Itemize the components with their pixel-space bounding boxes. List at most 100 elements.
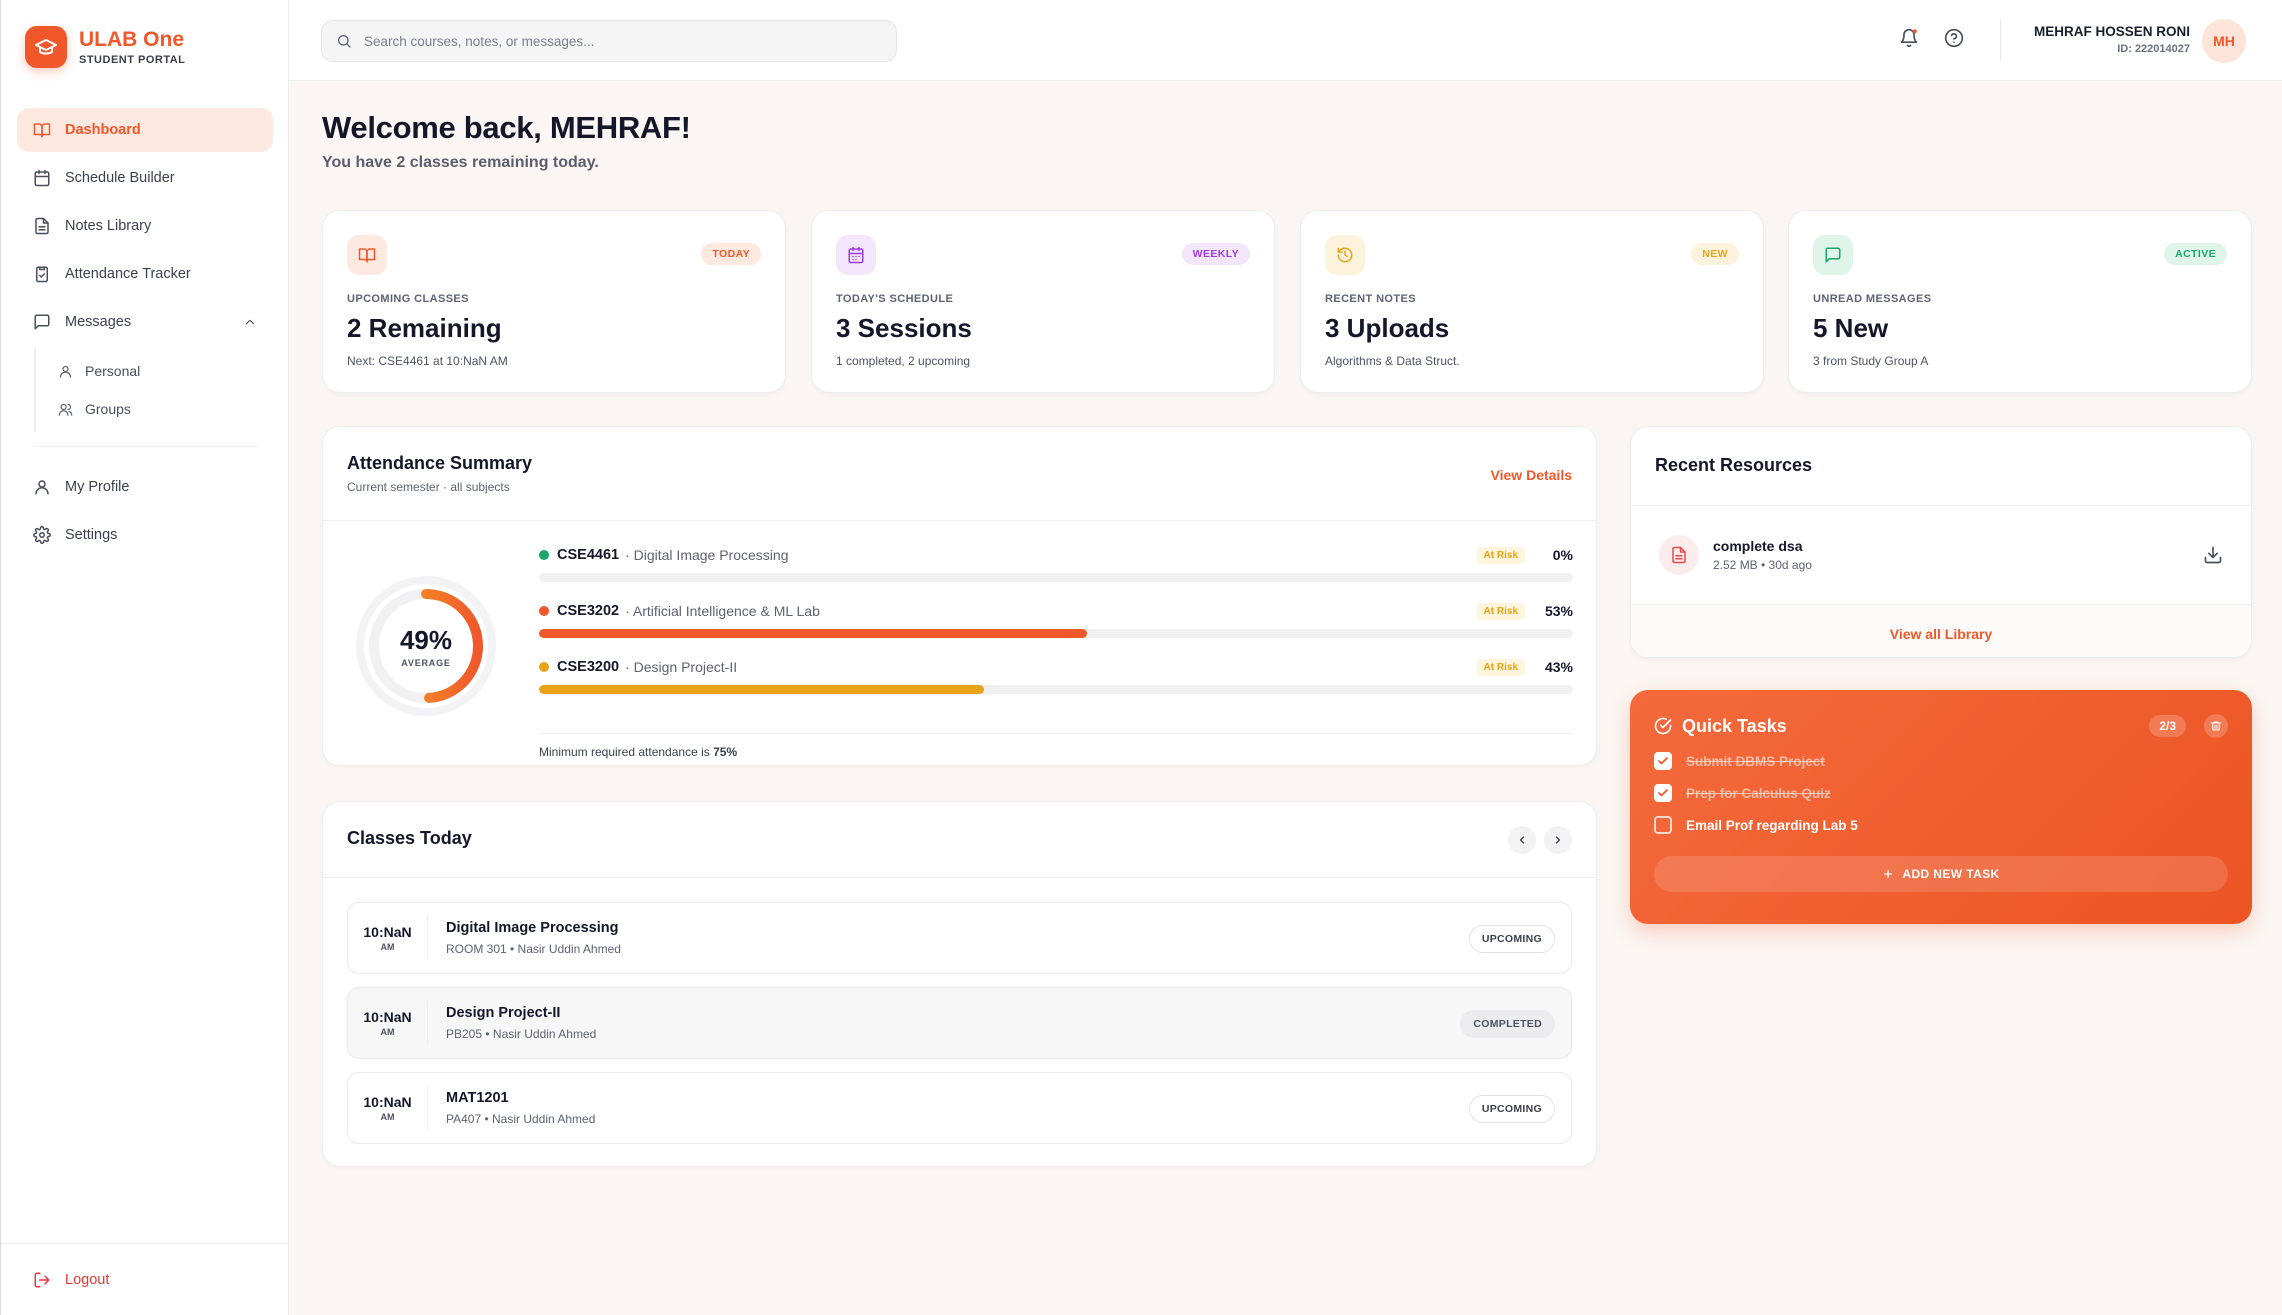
status-badge: TODAY [701,243,761,265]
messages-subnav: Personal Groups [34,348,273,432]
stat-card-recent-notes[interactable]: NEW RECENT NOTES 3 Uploads Algorithms & … [1300,210,1764,393]
subject-row[interactable]: CSE3202 · Artificial Intelligence & ML L… [539,601,1573,657]
book-open-icon [347,235,387,275]
sidebar-item-my-profile[interactable]: My Profile [17,465,273,509]
gear-icon [33,526,51,544]
subject-percent: 53% [1544,603,1573,619]
clipboard-check-icon [33,265,51,283]
brand-subtitle: STUDENT PORTAL [79,53,186,66]
stat-card-unread-messages[interactable]: ACTIVE UNREAD MESSAGES 5 New 3 from Stud… [1788,210,2252,393]
view-all-library-link[interactable]: View all Library [1631,605,2251,657]
sidebar-item-groups[interactable]: Groups [36,390,273,428]
subject-name: · Design Project-II [625,659,738,675]
stat-value: 2 Remaining [347,313,502,343]
class-list: 10:NaN AM Digital Image Processing ROOM 30… [323,878,1596,1144]
stat-sub: 3 from Study Group A [1813,354,1929,368]
stat-label: TODAY'S SCHEDULE [836,293,954,305]
tasks-count-badge: 2/3 [2149,715,2186,737]
sidebar-item-label: Messages [65,314,132,330]
sidebar-item-schedule-builder[interactable]: Schedule Builder [17,156,273,200]
subject-row[interactable]: CSE4461 · Digital Image Processing At Ri… [539,545,1573,601]
task-item[interactable]: Prep for Calculus Quiz [1654,784,2228,802]
main-nav: Dashboard Schedule Builder Notes Library… [17,108,273,561]
attendance-donut: 49% AVERAGE [355,575,497,717]
average-arc [369,589,483,703]
user-info[interactable]: MEHRAF HOSSEN RONI ID: 222014027 [2034,24,2190,55]
file-text-icon [33,217,51,235]
sidebar-item-label: Schedule Builder [65,170,175,186]
sidebar: ULAB One STUDENT PORTAL Dashboard Schedu… [0,0,289,1315]
sidebar-item-dashboard[interactable]: Dashboard [17,108,273,152]
graduation-cap-icon [25,26,67,68]
subject-code: CSE3202 [557,603,620,619]
progress-fill [539,629,1088,638]
sidebar-item-messages[interactable]: Messages [17,300,273,344]
sidebar-item-label: Personal [85,363,141,379]
logout-label: Logout [65,1271,110,1288]
class-name: Digital Image Processing [446,920,619,936]
add-task-button[interactable]: ADD NEW TASK [1654,856,2228,892]
sidebar-item-label: Notes Library [65,218,152,234]
task-checkbox[interactable] [1654,816,1672,834]
search-input[interactable] [364,33,896,49]
class-meta: ROOM 301 • Nasir Uddin Ahmed [446,942,621,956]
class-row[interactable]: 10:NaN AM Design Project-II PB205 • Nasir … [347,987,1572,1059]
sidebar-item-notes-library[interactable]: Notes Library [17,204,273,248]
history-icon [1325,235,1365,275]
class-meta: PA407 • Nasir Uddin Ahmed [446,1112,596,1126]
class-row[interactable]: 10:NaN AM Digital Image Processing ROOM 30… [347,902,1572,974]
sidebar-item-label: My Profile [65,479,130,495]
risk-badge: At Risk [1476,546,1525,564]
download-icon[interactable] [2203,545,2223,565]
sidebar-item-attendance-tracker[interactable]: Attendance Tracker [17,252,273,296]
task-text: Email Prof regarding Lab 5 [1686,817,1858,833]
search-bar[interactable] [321,20,897,62]
user-icon [33,478,51,496]
class-time: 10:NaN [363,1009,412,1025]
book-open-icon [33,121,51,139]
class-time: 10:NaN [363,924,412,940]
risk-badge: At Risk [1476,658,1525,676]
chevron-up-icon[interactable] [243,315,257,329]
chevron-right-icon[interactable] [1544,826,1572,854]
logout-button[interactable]: Logout [1,1243,289,1315]
stat-card-upcoming-classes[interactable]: TODAY UPCOMING CLASSES 2 Remaining Next:… [322,210,786,393]
resource-item[interactable]: complete dsa 2.52 MB • 30d ago [1631,506,2251,605]
avatar[interactable]: MH [2202,19,2246,63]
status-badge: UPCOMING [1468,1095,1555,1123]
status-badge: NEW [1691,243,1739,265]
stat-card-todays-schedule[interactable]: WEEKLY TODAY'S SCHEDULE 3 Sessions 1 com… [811,210,1275,393]
trash-icon[interactable] [2204,714,2228,738]
classes-header: Classes Today [323,802,1596,878]
stat-sub: 1 completed, 2 upcoming [836,354,971,368]
sidebar-item-settings[interactable]: Settings [17,513,273,557]
calendar-icon [836,235,876,275]
task-item[interactable]: Submit DBMS Project [1654,752,2228,770]
brand[interactable]: ULAB One STUDENT PORTAL [25,26,185,68]
task-checkbox[interactable] [1654,784,1672,802]
subject-row[interactable]: CSE3200 · Design Project-II At Risk 43% [539,657,1573,713]
stat-value: 3 Uploads [1325,313,1450,343]
help-icon[interactable] [1944,28,1964,48]
progress-track [539,573,1573,582]
users-icon [58,402,73,417]
plus-icon [1882,868,1894,880]
class-row[interactable]: 10:NaN AM MAT1201 PA407 • Nasir Uddin Ahme… [347,1072,1572,1144]
class-ampm: AM [380,1112,395,1122]
nav-divider [33,446,257,447]
quick-tasks-panel: Quick Tasks 2/3 Submit DBMS Project Prep… [1630,690,2252,924]
resources-header: Recent Resources [1631,427,2251,506]
view-details-link[interactable]: View Details [1490,467,1572,483]
sidebar-item-label: Groups [85,401,131,417]
status-badge: WEEKLY [1181,243,1250,265]
task-checkbox[interactable] [1654,752,1672,770]
bell-icon[interactable] [1899,28,1919,48]
check-circle-icon [1654,717,1672,735]
task-item[interactable]: Email Prof regarding Lab 5 [1654,816,2228,834]
resource-name: complete dsa [1713,538,1803,554]
progress-track [539,685,1573,694]
chevron-left-icon[interactable] [1508,826,1536,854]
stat-label: UNREAD MESSAGES [1813,293,1932,305]
sidebar-item-personal[interactable]: Personal [36,352,273,390]
file-icon [1659,535,1699,575]
